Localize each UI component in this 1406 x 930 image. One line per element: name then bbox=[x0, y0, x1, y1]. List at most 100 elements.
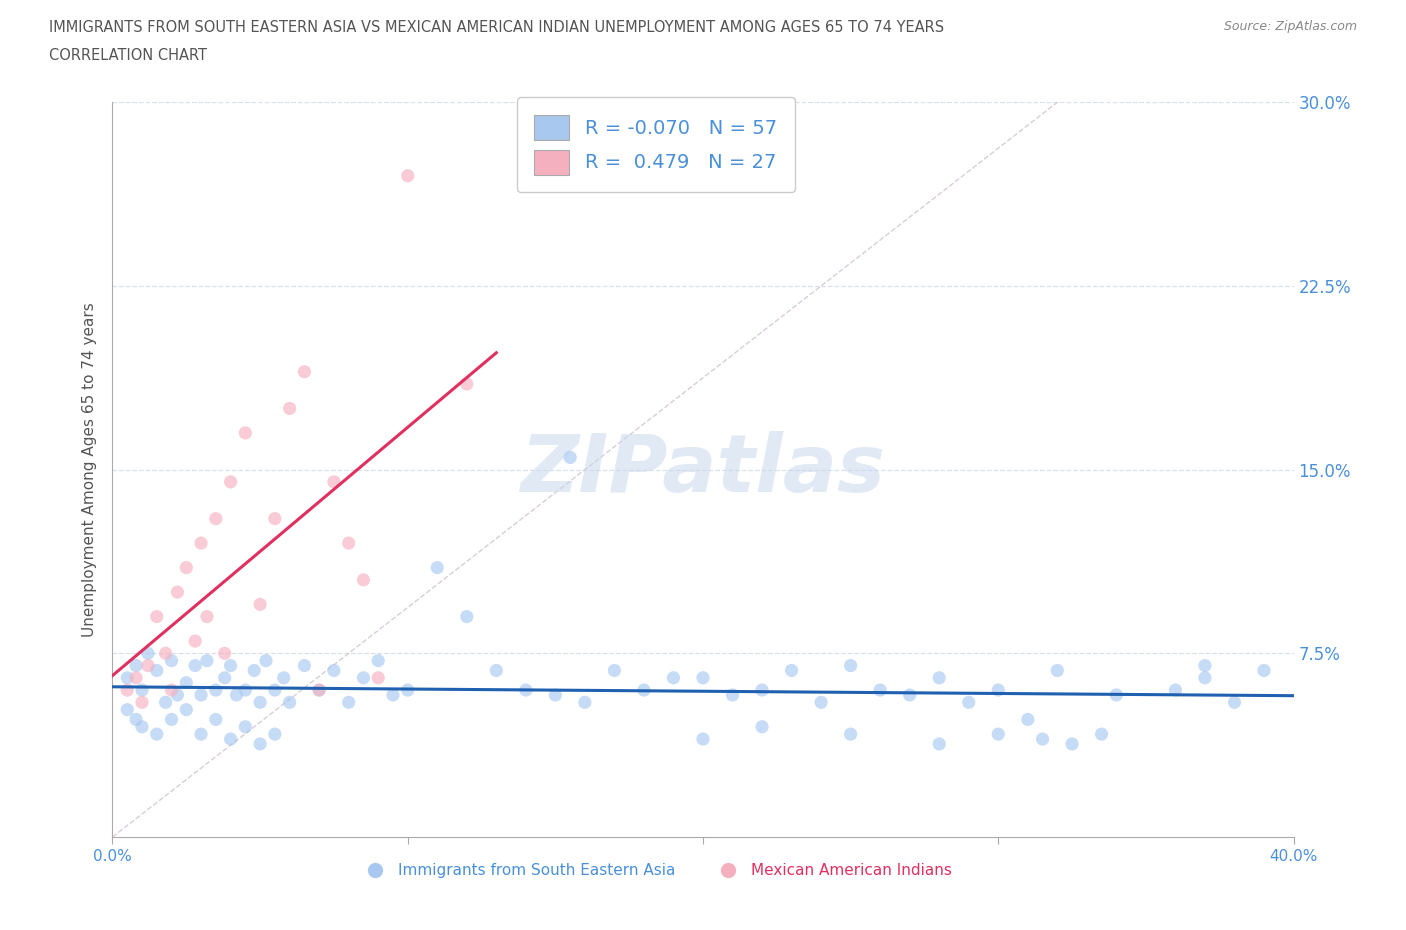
Point bbox=[292, 658, 315, 673]
Point bbox=[810, 695, 832, 710]
Legend: Immigrants from South Eastern Asia, Mexican American Indians: Immigrants from South Eastern Asia, Mexi… bbox=[353, 857, 959, 884]
Point bbox=[839, 658, 862, 673]
Point bbox=[1062, 737, 1084, 751]
Point bbox=[898, 687, 921, 702]
Point bbox=[219, 658, 242, 673]
Point bbox=[928, 671, 950, 685]
Point bbox=[205, 712, 228, 727]
Point bbox=[352, 573, 374, 588]
Point bbox=[195, 653, 218, 668]
Point bbox=[155, 646, 177, 661]
Point bbox=[190, 536, 212, 551]
Point bbox=[278, 401, 301, 416]
Text: Source: ZipAtlas.com: Source: ZipAtlas.com bbox=[1223, 20, 1357, 33]
Point bbox=[352, 671, 374, 685]
Point bbox=[1032, 732, 1054, 747]
Point bbox=[278, 695, 301, 710]
Point bbox=[174, 702, 197, 717]
Point bbox=[264, 683, 287, 698]
Point bbox=[243, 663, 266, 678]
Point bbox=[214, 671, 236, 685]
Point bbox=[869, 683, 891, 698]
Point bbox=[160, 653, 183, 668]
Point bbox=[219, 474, 242, 489]
Point bbox=[131, 683, 153, 698]
Point bbox=[662, 671, 685, 685]
Point bbox=[1194, 671, 1216, 685]
Point bbox=[382, 687, 405, 702]
Point bbox=[426, 560, 449, 575]
Point bbox=[205, 512, 228, 526]
Point bbox=[558, 450, 582, 465]
Point bbox=[205, 683, 228, 698]
Point bbox=[117, 671, 138, 685]
Point bbox=[396, 683, 419, 698]
Point bbox=[1046, 663, 1069, 678]
Point bbox=[146, 663, 169, 678]
Point bbox=[136, 658, 159, 673]
Point bbox=[125, 671, 148, 685]
Point bbox=[987, 726, 1010, 741]
Point bbox=[308, 683, 330, 698]
Text: IMMIGRANTS FROM SOUTH EASTERN ASIA VS MEXICAN AMERICAN INDIAN UNEMPLOYMENT AMONG: IMMIGRANTS FROM SOUTH EASTERN ASIA VS ME… bbox=[49, 20, 945, 35]
Point bbox=[292, 365, 315, 379]
Point bbox=[323, 663, 346, 678]
Point bbox=[485, 663, 508, 678]
Point bbox=[721, 687, 744, 702]
Point bbox=[233, 426, 256, 441]
Point bbox=[184, 658, 207, 673]
Point bbox=[780, 663, 803, 678]
Point bbox=[603, 663, 626, 678]
Point bbox=[957, 695, 980, 710]
Point bbox=[117, 702, 138, 717]
Point bbox=[928, 737, 950, 751]
Point bbox=[1164, 683, 1187, 698]
Y-axis label: Unemployment Among Ages 65 to 74 years: Unemployment Among Ages 65 to 74 years bbox=[82, 302, 97, 637]
Point bbox=[155, 695, 177, 710]
Point bbox=[367, 653, 389, 668]
Point bbox=[456, 377, 478, 392]
Point bbox=[166, 585, 188, 600]
Point bbox=[174, 560, 197, 575]
Point bbox=[160, 712, 183, 727]
Point bbox=[692, 671, 714, 685]
Point bbox=[839, 726, 862, 741]
Point bbox=[249, 695, 271, 710]
Point bbox=[254, 653, 277, 668]
Text: CORRELATION CHART: CORRELATION CHART bbox=[49, 48, 207, 63]
Point bbox=[1091, 726, 1114, 741]
Point bbox=[273, 671, 295, 685]
Point bbox=[249, 737, 271, 751]
Point bbox=[146, 726, 169, 741]
Point bbox=[233, 720, 256, 735]
Point bbox=[195, 609, 218, 624]
Point bbox=[367, 671, 389, 685]
Point bbox=[264, 512, 287, 526]
Point bbox=[1017, 712, 1039, 727]
Point bbox=[1105, 687, 1128, 702]
Point bbox=[219, 732, 242, 747]
Point bbox=[136, 646, 159, 661]
Point bbox=[160, 683, 183, 698]
Point bbox=[184, 633, 207, 648]
Point bbox=[1253, 663, 1275, 678]
Point bbox=[692, 732, 714, 747]
Point bbox=[987, 683, 1010, 698]
Point bbox=[190, 687, 212, 702]
Point bbox=[146, 609, 169, 624]
Point bbox=[264, 726, 287, 741]
Point bbox=[233, 683, 256, 698]
Point bbox=[337, 695, 360, 710]
Point bbox=[214, 646, 236, 661]
Point bbox=[1194, 658, 1216, 673]
Point bbox=[125, 712, 148, 727]
Point bbox=[456, 609, 478, 624]
Point bbox=[1223, 695, 1246, 710]
Point bbox=[117, 683, 138, 698]
Point bbox=[323, 474, 346, 489]
Point bbox=[515, 683, 537, 698]
Point bbox=[751, 683, 773, 698]
Point bbox=[190, 726, 212, 741]
Point bbox=[544, 687, 567, 702]
Point bbox=[751, 720, 773, 735]
